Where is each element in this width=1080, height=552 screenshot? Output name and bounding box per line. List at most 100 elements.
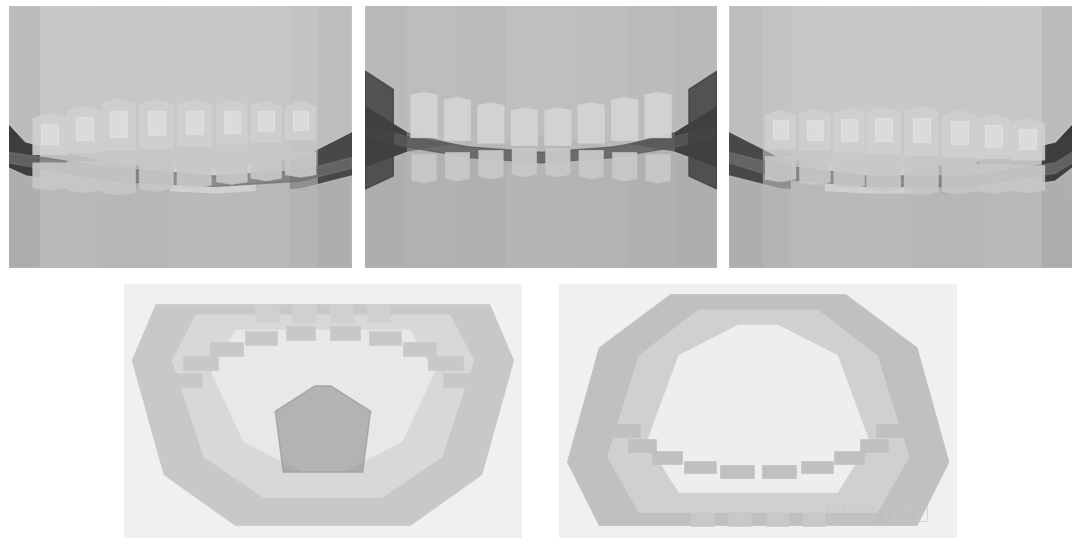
Bar — [1045, 202, 1072, 268]
Polygon shape — [102, 98, 136, 151]
Polygon shape — [976, 164, 1011, 194]
Polygon shape — [1011, 166, 1045, 193]
Polygon shape — [329, 305, 353, 322]
Polygon shape — [1011, 118, 1045, 160]
Polygon shape — [365, 126, 717, 163]
Bar — [407, 6, 457, 268]
Bar — [318, 6, 352, 268]
Polygon shape — [976, 114, 1011, 158]
Polygon shape — [41, 124, 58, 144]
Polygon shape — [579, 150, 604, 179]
Polygon shape — [866, 160, 901, 192]
Polygon shape — [245, 331, 276, 346]
Polygon shape — [9, 152, 352, 187]
Bar — [825, 6, 912, 268]
Polygon shape — [762, 465, 796, 478]
Text: 🐾: 🐾 — [826, 506, 837, 523]
Polygon shape — [166, 373, 202, 387]
Bar — [365, 6, 407, 268]
Polygon shape — [689, 71, 717, 189]
Polygon shape — [478, 150, 503, 179]
Polygon shape — [766, 513, 787, 526]
Bar — [912, 6, 980, 268]
Polygon shape — [76, 117, 93, 140]
Bar — [457, 6, 505, 268]
Polygon shape — [428, 356, 463, 370]
Polygon shape — [172, 315, 474, 497]
Polygon shape — [629, 439, 657, 452]
Polygon shape — [285, 152, 316, 177]
Polygon shape — [216, 155, 247, 184]
Polygon shape — [691, 513, 714, 526]
Polygon shape — [293, 305, 316, 322]
Polygon shape — [365, 6, 717, 152]
Polygon shape — [773, 120, 788, 139]
Polygon shape — [950, 121, 968, 145]
Bar — [980, 6, 1041, 268]
Polygon shape — [285, 101, 316, 140]
Polygon shape — [720, 465, 754, 478]
Polygon shape — [365, 71, 393, 189]
Bar — [577, 6, 625, 268]
Polygon shape — [32, 113, 67, 155]
Bar — [170, 6, 256, 268]
Polygon shape — [860, 439, 888, 452]
Polygon shape — [729, 152, 1072, 187]
Polygon shape — [67, 105, 102, 153]
Polygon shape — [684, 460, 716, 473]
Bar — [1045, 137, 1072, 268]
Polygon shape — [366, 305, 391, 322]
Polygon shape — [875, 118, 892, 141]
Polygon shape — [647, 325, 869, 492]
Polygon shape — [411, 155, 436, 183]
Polygon shape — [186, 111, 203, 134]
Polygon shape — [544, 108, 571, 146]
Polygon shape — [800, 460, 833, 473]
Polygon shape — [807, 120, 823, 140]
Polygon shape — [225, 111, 240, 132]
Polygon shape — [834, 452, 864, 464]
Polygon shape — [9, 168, 352, 268]
Polygon shape — [904, 105, 939, 156]
Polygon shape — [410, 92, 437, 138]
Polygon shape — [369, 331, 401, 346]
Polygon shape — [866, 107, 901, 154]
Bar — [729, 6, 764, 268]
Polygon shape — [765, 156, 796, 182]
Polygon shape — [615, 424, 640, 437]
Polygon shape — [32, 163, 67, 190]
Polygon shape — [802, 513, 825, 526]
Polygon shape — [578, 103, 605, 143]
Polygon shape — [285, 326, 315, 340]
Polygon shape — [799, 109, 831, 151]
Polygon shape — [275, 386, 370, 472]
Polygon shape — [67, 161, 102, 193]
Bar — [102, 6, 170, 268]
Bar — [256, 6, 291, 268]
Polygon shape — [765, 110, 796, 149]
Polygon shape — [729, 6, 1072, 168]
Polygon shape — [139, 99, 174, 148]
Bar — [9, 137, 36, 268]
Polygon shape — [445, 152, 470, 181]
Polygon shape — [607, 310, 909, 513]
Text: 公众号· 樱唇贝齿: 公众号· 樱唇贝齿 — [842, 506, 929, 523]
Polygon shape — [799, 157, 831, 185]
Bar — [675, 6, 717, 268]
Polygon shape — [942, 163, 976, 194]
Polygon shape — [834, 108, 865, 152]
Polygon shape — [212, 330, 434, 472]
Polygon shape — [477, 103, 504, 143]
Polygon shape — [251, 100, 282, 142]
Polygon shape — [545, 148, 570, 177]
Polygon shape — [258, 111, 274, 131]
Polygon shape — [612, 152, 637, 181]
Polygon shape — [729, 168, 1072, 268]
Polygon shape — [216, 100, 247, 145]
Polygon shape — [512, 148, 537, 177]
Polygon shape — [139, 158, 174, 192]
Polygon shape — [251, 153, 282, 181]
Bar — [791, 6, 825, 268]
Polygon shape — [177, 99, 212, 147]
Bar — [625, 6, 675, 268]
